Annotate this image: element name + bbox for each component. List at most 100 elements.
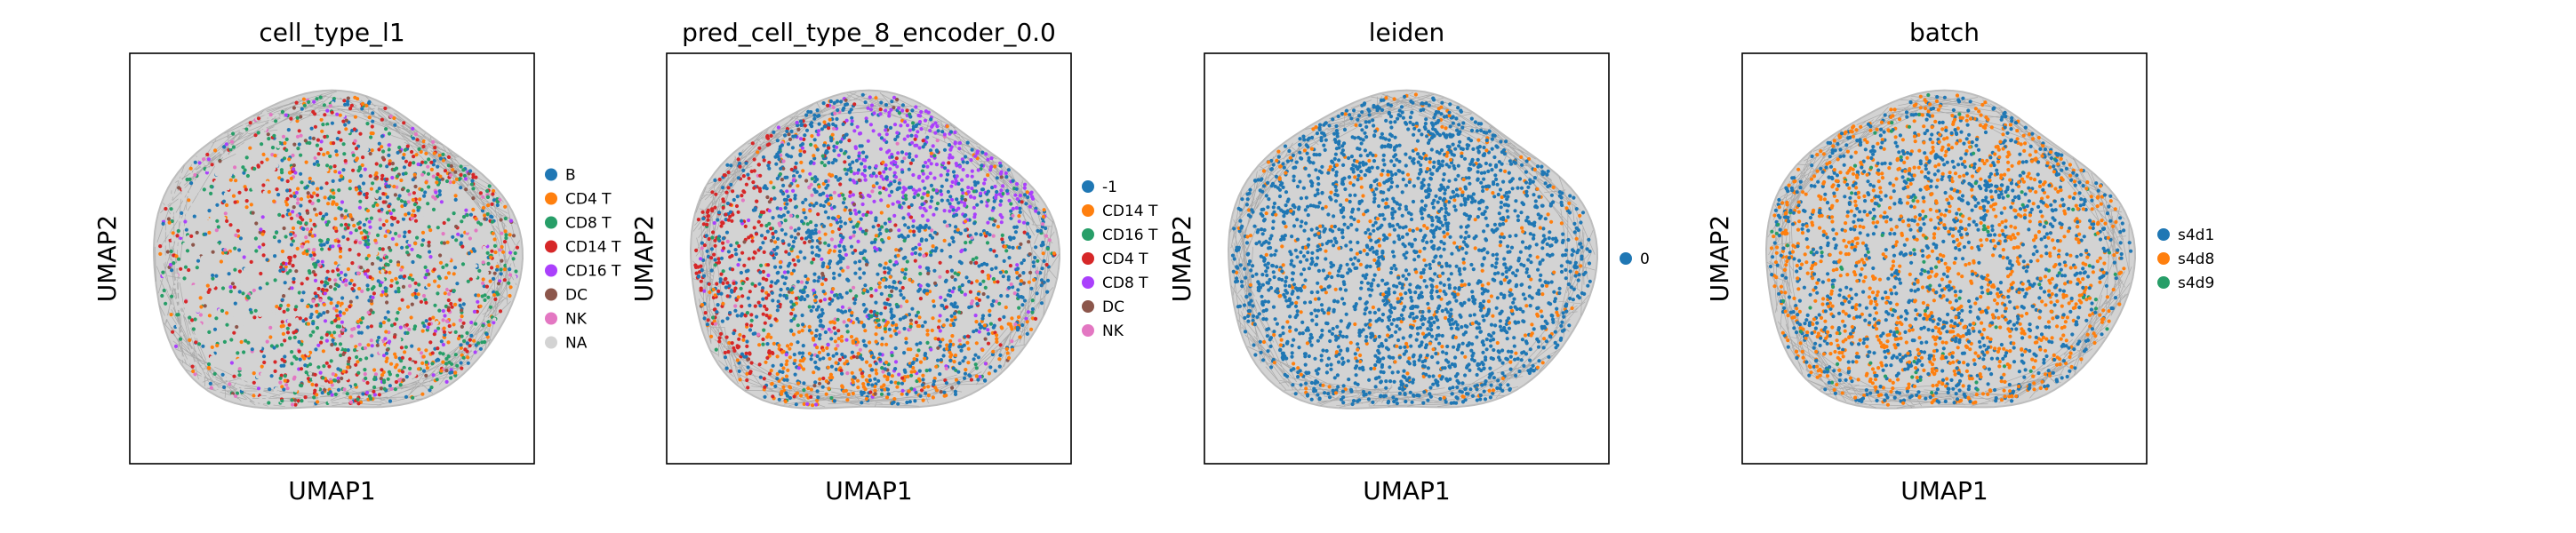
scatter-point <box>1038 228 1044 234</box>
scatter-point <box>889 334 893 338</box>
scatter-point <box>239 322 244 327</box>
scatter-point <box>424 300 428 305</box>
scatter-point <box>940 130 945 134</box>
scatter-point <box>988 308 992 313</box>
scatter-point <box>375 189 380 194</box>
scatter-point <box>260 130 265 134</box>
scatter-point <box>184 227 188 232</box>
scatter-point <box>890 189 894 194</box>
scatter-point <box>385 347 389 352</box>
scatter-point <box>220 150 224 155</box>
scatter-point <box>746 365 750 370</box>
scatter-point <box>765 342 770 346</box>
scatter-point <box>854 211 859 216</box>
scatter-point <box>196 255 201 259</box>
scatter-point <box>276 391 281 395</box>
scatter-point <box>342 387 347 392</box>
scatter-point <box>384 127 388 131</box>
scatter-point <box>424 373 428 378</box>
scatter-point <box>458 303 462 307</box>
scatter-point <box>420 321 425 325</box>
scatter-point <box>934 388 940 393</box>
scatter-point <box>224 278 228 282</box>
scatter-point <box>487 184 492 188</box>
scatter-point <box>181 189 186 194</box>
scatter-point <box>340 223 344 227</box>
scatter-point <box>165 231 170 235</box>
scatter-point <box>313 278 318 282</box>
scatter-point <box>807 186 812 190</box>
scatter-point <box>846 278 851 282</box>
scatter-point <box>309 312 314 317</box>
scatter-point <box>322 152 326 156</box>
scatter-point <box>410 213 414 218</box>
scatter-point <box>362 223 366 227</box>
scatter-point <box>275 113 280 117</box>
scatter-point <box>799 280 804 284</box>
scatter-point <box>218 282 222 286</box>
scatter-point <box>394 276 398 281</box>
scatter-point <box>260 160 264 164</box>
scatter-point <box>444 362 448 366</box>
scatter-point <box>259 326 263 331</box>
scatter-point <box>805 294 810 298</box>
scatter-point <box>324 338 329 343</box>
scatter-point <box>942 238 947 243</box>
scatter-point <box>423 190 428 195</box>
scatter-point <box>894 260 899 265</box>
scatter-point <box>244 281 249 285</box>
scatter-point <box>309 126 314 131</box>
scatter-point <box>325 240 330 244</box>
scatter-point <box>910 361 915 366</box>
scatter-point <box>454 177 459 181</box>
scatter-point <box>276 193 281 197</box>
scatter-point <box>713 293 717 298</box>
scatter-point <box>829 290 834 294</box>
scatter-point <box>283 374 287 378</box>
scatter-point <box>209 294 213 298</box>
scatter-point <box>223 211 228 216</box>
scatter-point <box>273 278 277 282</box>
scatter-point <box>848 190 852 195</box>
scatter-point <box>248 365 252 370</box>
scatter-point <box>952 360 956 364</box>
scatter-point <box>170 294 174 298</box>
scatter-point <box>206 211 211 216</box>
scatter-point <box>834 158 838 163</box>
scatter-point <box>914 105 918 109</box>
scatter-point <box>887 114 892 118</box>
scatter-point <box>905 108 909 113</box>
scatter-point <box>200 238 204 243</box>
scatter-point <box>441 318 445 322</box>
scatter-point <box>344 118 348 123</box>
scatter-point <box>339 353 343 358</box>
scatter-point <box>892 123 898 127</box>
scatter-point <box>223 349 228 354</box>
scatter-point <box>700 241 705 245</box>
scatter-point <box>965 160 970 165</box>
scatter-point <box>835 140 840 145</box>
scatter-point <box>436 226 440 230</box>
scatter-point <box>884 302 889 306</box>
scatter-point <box>249 203 253 207</box>
scatter-point <box>919 388 924 393</box>
scatter-point <box>325 309 330 314</box>
scatter-point <box>316 286 321 291</box>
scatter-point <box>231 203 236 208</box>
scatter-point <box>170 268 174 273</box>
scatter-point <box>859 251 863 256</box>
scatter-point <box>236 228 240 233</box>
scatter-point <box>291 226 296 230</box>
scatter-point <box>341 119 346 123</box>
scatter-point <box>818 333 822 338</box>
legend-marker-cd8-t <box>545 216 557 229</box>
scatter-point <box>767 160 772 165</box>
scatter-point <box>810 177 814 181</box>
scatter-point <box>829 337 834 341</box>
scatter-point <box>304 235 308 240</box>
scatter-point <box>948 147 953 152</box>
scatter-point <box>845 168 851 172</box>
scatter-point <box>315 393 319 397</box>
scatter-point <box>254 400 259 404</box>
scatter-point <box>957 288 962 292</box>
